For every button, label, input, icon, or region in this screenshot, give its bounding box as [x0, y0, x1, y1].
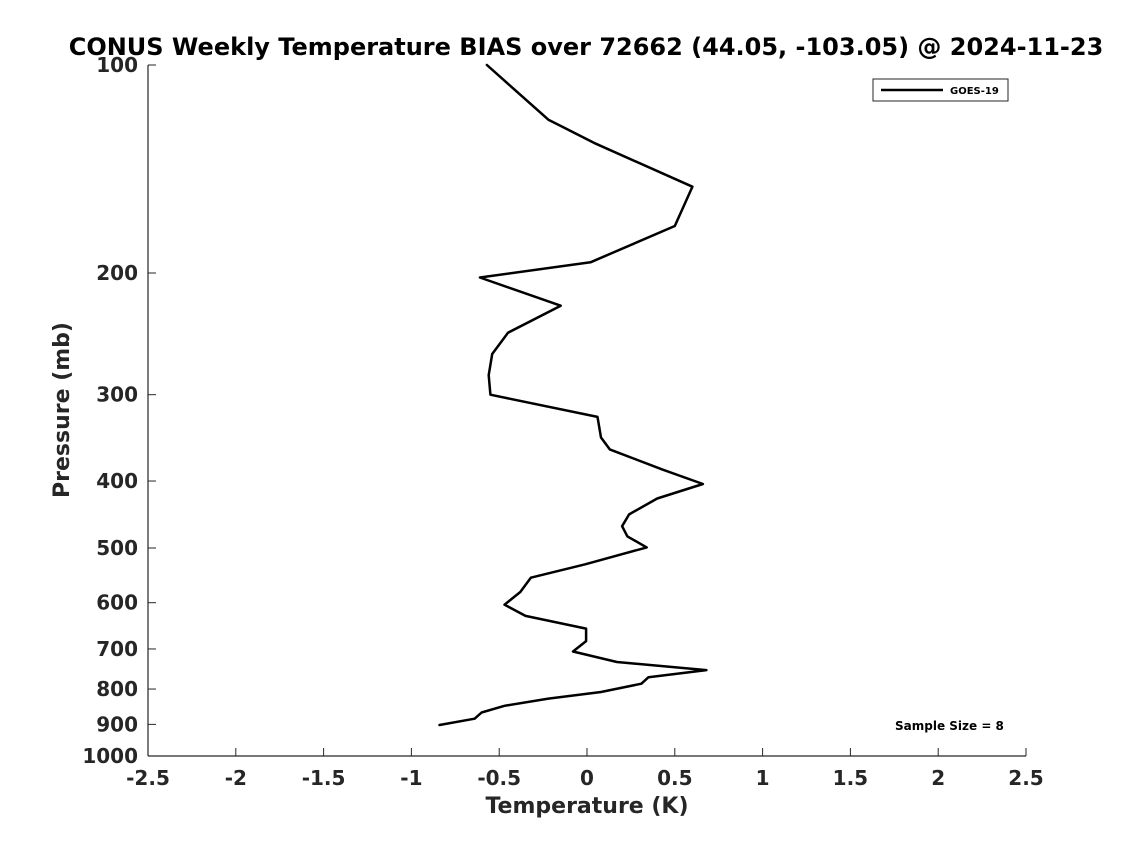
x-tick-label: 1.5 — [833, 766, 868, 790]
x-tick-label: 0 — [580, 766, 594, 790]
x-tick-label: -0.5 — [477, 766, 521, 790]
x-axis-label: Temperature (K) — [485, 794, 688, 819]
y-axis-label: Pressure (mb) — [50, 322, 75, 498]
legend-entry-goes-19: GOES-19 — [950, 86, 999, 97]
y-tick-label: 300 — [96, 383, 138, 407]
y-tick-label: 1000 — [82, 744, 138, 768]
x-tick-label: 2 — [931, 766, 945, 790]
legend: GOES-19 — [873, 79, 1008, 101]
y-tick-label: 700 — [96, 637, 138, 661]
x-tick-label: -1 — [400, 766, 422, 790]
x-tick-label: -2.5 — [126, 766, 170, 790]
chart-title: CONUS Weekly Temperature BIAS over 72662… — [69, 33, 1104, 61]
y-tick-label: 400 — [96, 469, 138, 493]
y-tick-label: 900 — [96, 712, 138, 736]
x-tick-label: -2 — [225, 766, 247, 790]
y-tick-label: 800 — [96, 677, 138, 701]
y-tick-label: 500 — [96, 536, 138, 560]
x-tick-label: -1.5 — [302, 766, 346, 790]
y-tick-label: 200 — [96, 261, 138, 285]
y-tick-label: 600 — [96, 591, 138, 615]
x-tick-label: 0.5 — [657, 766, 692, 790]
x-tick-label: 1 — [756, 766, 770, 790]
x-tick-label: 2.5 — [1008, 766, 1043, 790]
sample-size-annotation: Sample Size = 8 — [895, 719, 1004, 733]
y-tick-label: 100 — [96, 53, 138, 77]
